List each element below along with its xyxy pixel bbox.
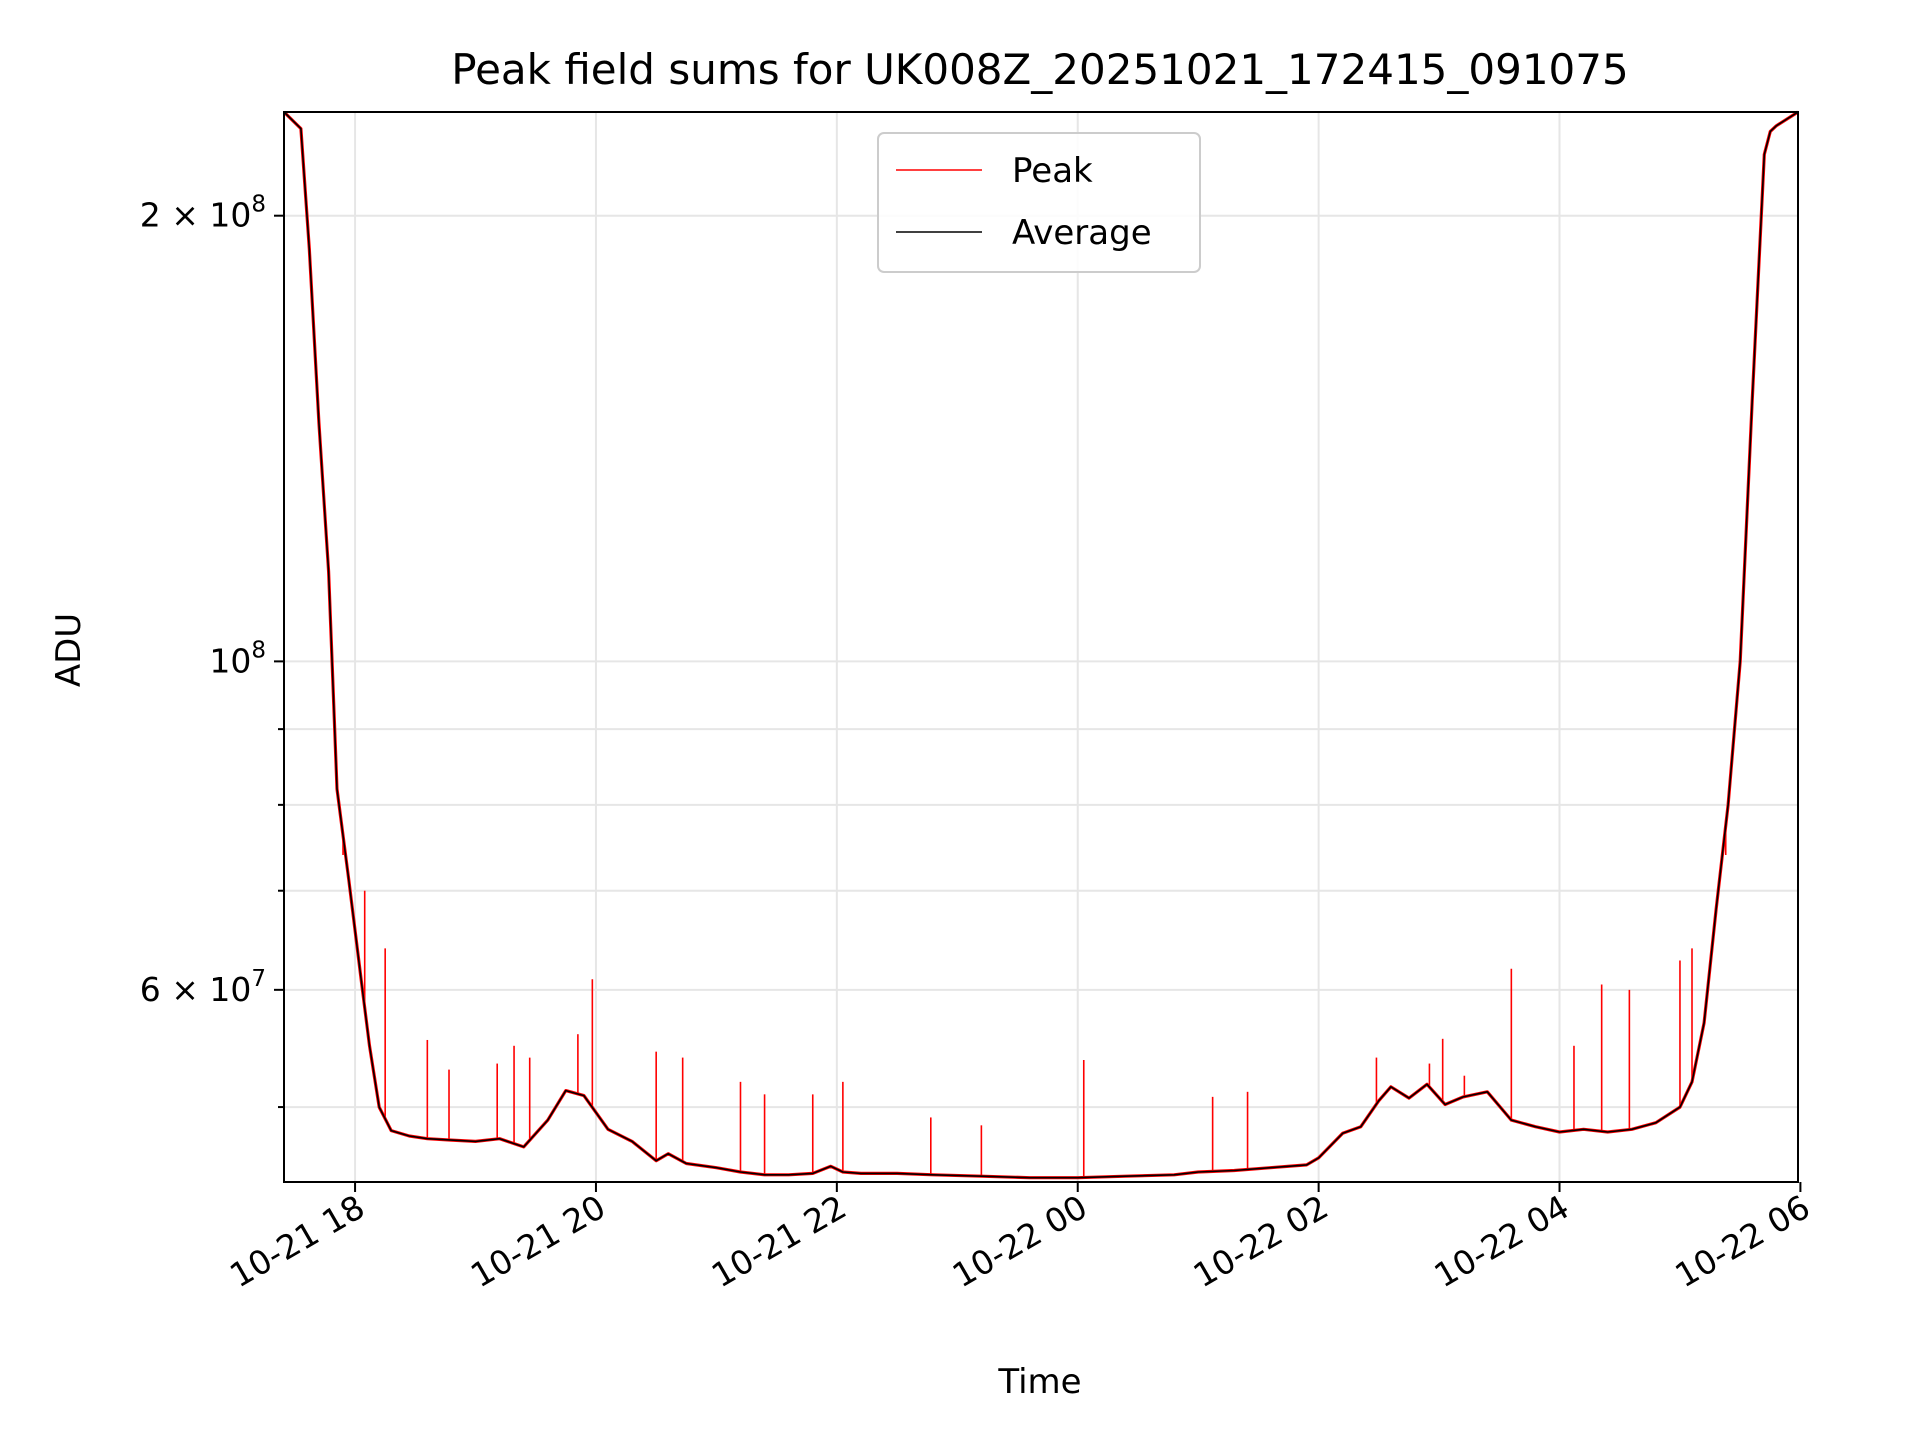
legend-box — [877, 132, 1201, 273]
average-series-line — [283, 111, 1799, 1179]
legend: Peak Average — [877, 132, 1201, 273]
y-tick-label: 108 — [209, 637, 266, 680]
grid-lines — [284, 112, 1798, 1182]
y-axis-label: ADU — [49, 613, 89, 687]
y-tick-label: 6 × 107 — [140, 966, 266, 1009]
plot-frame — [283, 111, 1799, 1183]
legend-peak-label: Peak — [1012, 151, 1093, 191]
legend-average-label: Average — [1012, 213, 1152, 253]
chart-title: Peak field sums for UK008Z_20251021_1724… — [451, 45, 1628, 94]
x-axis-label: Time — [997, 1362, 1081, 1402]
y-tick-label: 2 × 108 — [140, 192, 266, 235]
plot-series — [282, 110, 1799, 1180]
